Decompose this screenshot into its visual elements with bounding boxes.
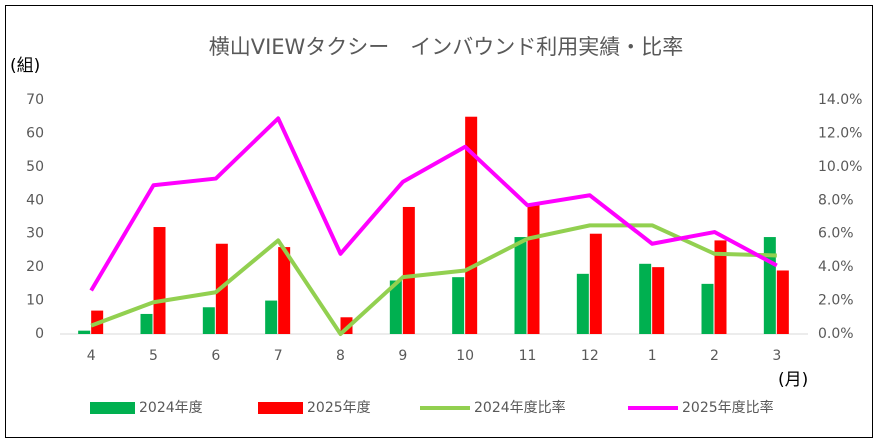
y2-tick-label: 8.0%: [818, 192, 854, 208]
x-tick-label: 10: [456, 348, 474, 364]
legend-swatch: [258, 402, 303, 414]
y-tick-label: 70: [26, 92, 44, 108]
y2-tick-label: 10.0%: [818, 159, 862, 175]
y-tick-label: 20: [26, 259, 44, 275]
bar: [639, 263, 652, 334]
y2-tick-label: 14.0%: [818, 92, 862, 108]
bar: [514, 237, 527, 334]
bar: [527, 203, 540, 334]
y2-tick-label: 4.0%: [818, 259, 854, 275]
bar: [278, 247, 291, 334]
y-axis-label: (組): [10, 56, 40, 76]
x-tick-label: 11: [519, 348, 537, 364]
bar: [265, 300, 278, 334]
bar: [701, 283, 714, 334]
bar: [140, 313, 153, 334]
y-tick-label: 60: [26, 125, 44, 141]
bar: [776, 270, 789, 334]
x-tick-label: 8: [336, 348, 345, 364]
y2-tick-label: 0.0%: [818, 326, 854, 342]
legend-label: 2024年度: [139, 400, 203, 416]
bar: [465, 116, 478, 334]
x-tick-label: 1: [648, 348, 657, 364]
x-tick-label: 9: [398, 348, 407, 364]
x-tick-label: 7: [274, 348, 283, 364]
line-series: [90, 223, 777, 336]
y2-tick-label: 6.0%: [818, 226, 854, 242]
chart-border: [5, 5, 873, 438]
bar: [389, 280, 402, 334]
legend-label: 2025年度比率: [682, 399, 774, 416]
bar: [763, 237, 776, 334]
bar: [714, 240, 727, 334]
x-tick-label: 4: [87, 348, 96, 364]
y-tick-label: 30: [26, 226, 44, 242]
line-series: [89, 116, 778, 292]
x-tick-label: 6: [211, 348, 220, 364]
legend-label: 2024年度比率: [474, 399, 566, 416]
bar: [402, 206, 415, 334]
y-tick-label: 0: [35, 326, 44, 342]
x-axis-label: (月): [778, 370, 808, 390]
bar: [452, 277, 465, 334]
x-tick-label: 2: [710, 348, 719, 364]
y-tick-label: 40: [26, 192, 44, 208]
bar: [78, 330, 91, 334]
bar: [153, 227, 166, 334]
x-tick-label: 12: [581, 348, 599, 364]
x-tick-label: 3: [772, 348, 781, 364]
legend-label: 2025年度: [307, 400, 371, 416]
y-tick-label: 10: [26, 293, 44, 309]
bar: [589, 233, 602, 334]
bar: [202, 307, 215, 334]
bar: [576, 273, 589, 334]
bar: [652, 267, 665, 334]
chart-title: 横山VIEWタクシー インバウンド利用実績・比率: [209, 35, 684, 59]
y2-tick-label: 12.0%: [818, 125, 862, 141]
y2-tick-label: 2.0%: [818, 293, 854, 309]
x-tick-label: 5: [149, 348, 158, 364]
y-tick-label: 50: [26, 159, 44, 175]
legend-swatch: [90, 402, 135, 414]
